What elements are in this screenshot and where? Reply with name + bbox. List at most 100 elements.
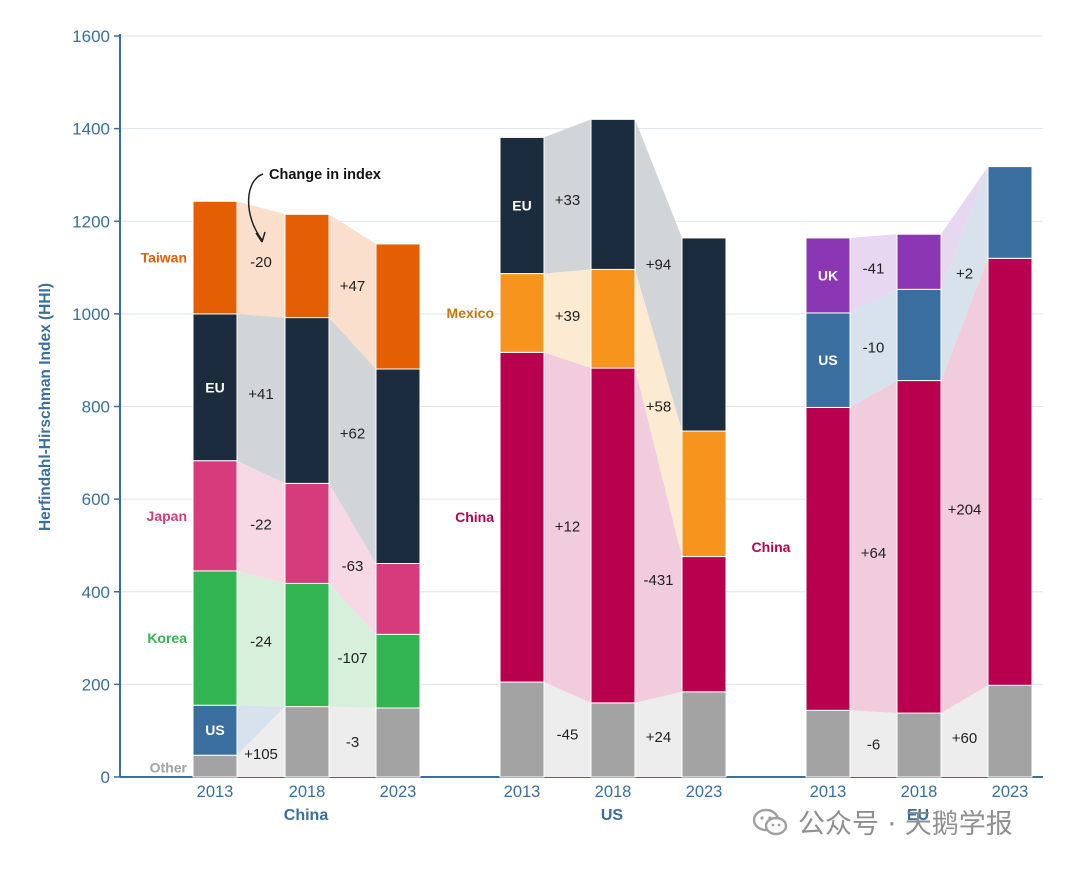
bar-japan-2023 — [375, 562, 421, 635]
x-tick-label: 2018 — [289, 783, 326, 801]
bar-taiwan-2018 — [284, 213, 330, 319]
y-tick-label: 1200 — [72, 212, 110, 231]
group-china: +105 -3 -24 -107 -22 -63 +41 +62 -20 +47 Other US Ko… — [141, 200, 421, 824]
series-label-eu: EU — [205, 379, 224, 395]
connectors — [544, 119, 682, 777]
connector-japan — [329, 483, 376, 635]
y-tick-label: 1600 — [72, 27, 110, 46]
connector-us — [850, 289, 897, 408]
y-tick-label: 1000 — [72, 305, 110, 324]
y-tick-label: 800 — [82, 398, 110, 417]
group-eu: -6 +60 +64 +204 -10 +2 -41 China US UK 2013 2018 202… — [752, 166, 1033, 824]
connector-taiwan — [329, 214, 376, 369]
bar-china-2013 — [499, 351, 545, 683]
y-tick-label: 1400 — [72, 120, 110, 139]
y-axis-label: Herfindahl-Hirschman Index (HHI) — [37, 283, 54, 531]
change-label: -6 — [867, 736, 880, 753]
change-label: -45 — [557, 727, 579, 744]
bar-taiwan-2023 — [375, 243, 421, 370]
connector-uk — [850, 234, 897, 313]
change-label: -3 — [346, 734, 359, 751]
bar-eu-2018 — [590, 118, 636, 270]
series-label-us: US — [818, 352, 837, 368]
series-label-taiwan: Taiwan — [141, 250, 187, 266]
change-label: -41 — [863, 261, 885, 278]
x-tick-label: 2023 — [380, 783, 417, 801]
change-label: -20 — [250, 254, 272, 271]
bar-mexico-2013 — [499, 273, 545, 353]
connector-mexico — [544, 269, 591, 369]
bar-china-2023 — [681, 556, 727, 693]
bar-uk-2018 — [896, 233, 942, 290]
annotation-arrowhead — [255, 231, 266, 243]
group-us: -45 +24 +12 -431 +39 +58 +33 +94 China Mexico EU 20… — [447, 118, 727, 824]
y-tick-label: 400 — [82, 583, 110, 602]
change-label: +47 — [340, 278, 365, 295]
change-label: +33 — [555, 192, 580, 209]
change-label: +41 — [248, 386, 273, 403]
connector-other — [941, 685, 988, 777]
bar-korea-2023 — [375, 633, 421, 709]
connector-eu — [635, 119, 682, 432]
y-tick-label: 0 — [101, 768, 110, 787]
connector-china — [941, 258, 988, 714]
bar-mexico-2018 — [590, 268, 636, 369]
connectors — [237, 201, 376, 777]
connector-other — [329, 706, 376, 777]
change-label: +64 — [861, 545, 886, 562]
change-label: +60 — [952, 730, 977, 747]
bar-other-2023 — [987, 684, 1033, 778]
bar-japan-2013 — [192, 460, 238, 572]
bar-other-2013 — [805, 709, 851, 778]
group-label-eu: EU — [907, 807, 929, 824]
bar-japan-2018 — [284, 482, 330, 584]
watermark: 公众号 · 天鹅学报 — [752, 802, 1013, 841]
change-label: +105 — [244, 746, 278, 763]
x-tick-label: 2023 — [686, 783, 723, 801]
change-label: +12 — [555, 518, 580, 535]
series-label-china: China — [752, 539, 791, 555]
x-tick-label: 2018 — [901, 783, 938, 801]
bar-china-2018 — [896, 380, 942, 714]
bar-china-2023 — [987, 257, 1033, 686]
series-label-us: US — [205, 722, 224, 738]
change-label: -24 — [250, 634, 272, 651]
connector-korea — [237, 570, 285, 707]
connector-other — [237, 706, 285, 777]
bar-eu-2018 — [284, 317, 330, 484]
y-tick-label: 200 — [82, 675, 110, 694]
bar-other-2023 — [375, 707, 421, 778]
connector-korea — [329, 583, 376, 708]
bar-other-2018 — [590, 702, 636, 778]
bar-us-2013 — [192, 704, 238, 756]
bar-taiwan-2013 — [192, 200, 238, 315]
bar-us-2023 — [987, 166, 1033, 259]
bar-mexico-2023 — [681, 430, 727, 558]
change-label: -63 — [342, 558, 364, 575]
bar-eu-2013 — [192, 313, 238, 462]
change-label: -107 — [337, 650, 367, 667]
connectors — [850, 166, 988, 777]
annotation: Change in index — [247, 167, 381, 243]
x-tick-label: 2013 — [197, 783, 234, 801]
change-label: +204 — [948, 501, 982, 518]
change-label: +58 — [646, 398, 671, 415]
wechat-icon — [752, 808, 788, 835]
bar-eu-2013 — [499, 136, 545, 275]
connector-japan — [237, 460, 285, 584]
connector-taiwan — [237, 201, 285, 318]
x-tick-label: 2018 — [595, 783, 632, 801]
connector-us — [237, 705, 285, 756]
bar-korea-2013 — [192, 570, 238, 706]
bar-other-2018 — [284, 706, 330, 778]
connector-us — [941, 166, 988, 381]
series-label-uk: UK — [818, 267, 838, 283]
change-label: +24 — [646, 729, 671, 746]
bar-us-2018 — [896, 288, 942, 382]
connector-china — [544, 352, 591, 703]
x-tick-label: 2013 — [504, 783, 541, 801]
change-label: +94 — [646, 256, 671, 273]
connector-uk — [941, 166, 988, 290]
bar-uk-2013 — [805, 237, 851, 314]
